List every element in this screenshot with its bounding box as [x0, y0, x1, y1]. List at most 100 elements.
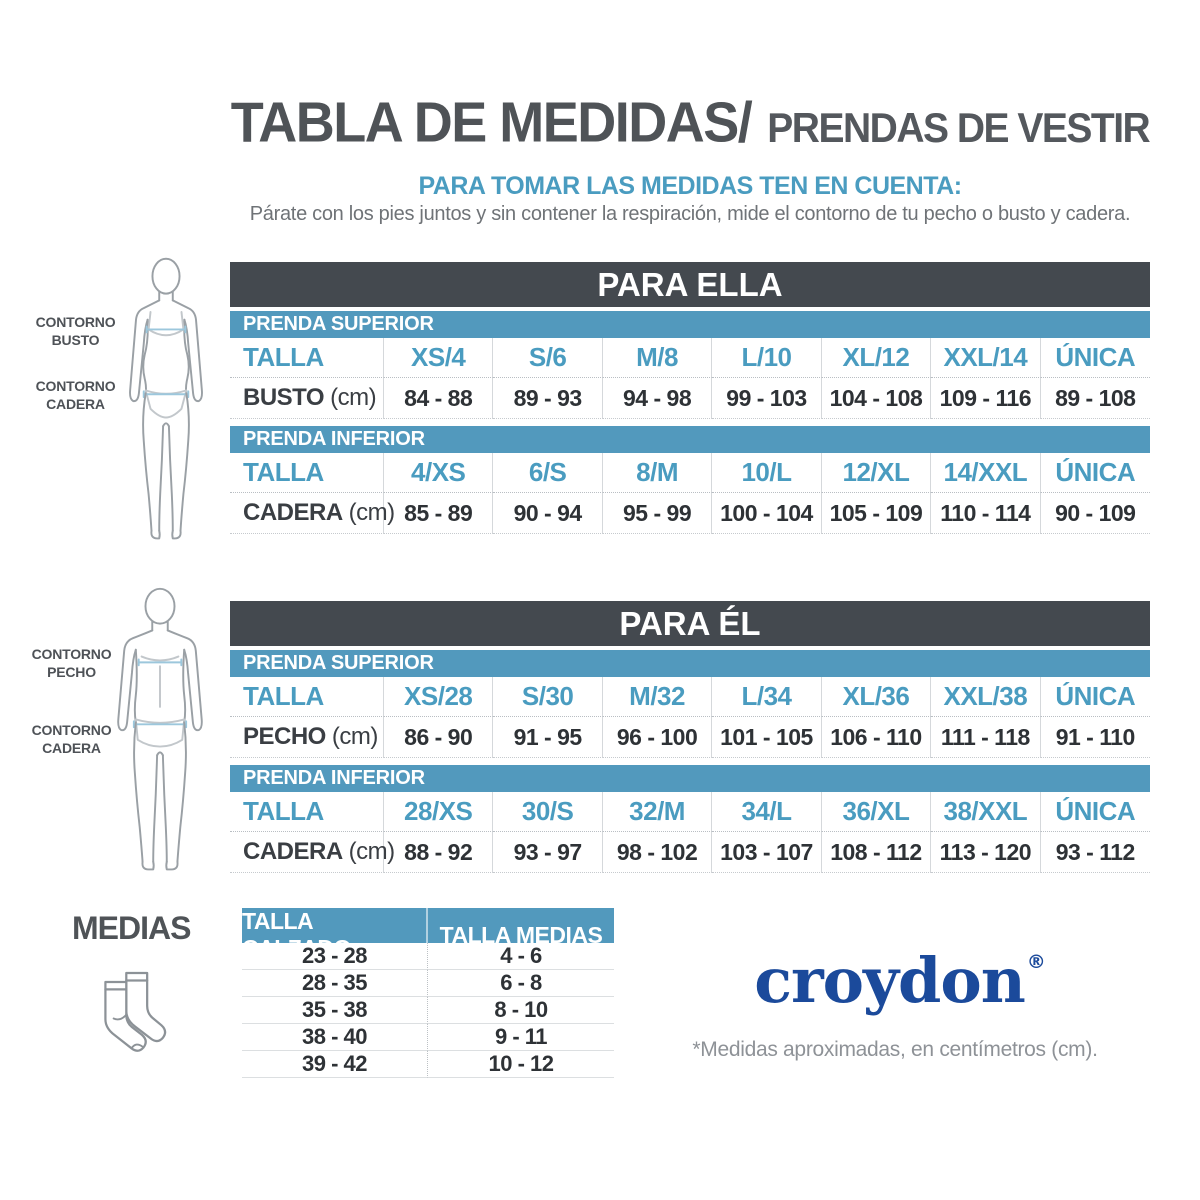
value-cell: 101 - 105 — [712, 717, 822, 758]
talla-row-ella-inferior: TALLA 4/XS 6/S 8/M 10/L 12/XL 14/XXL ÚNI… — [230, 453, 1150, 493]
female-hip-measure-line — [142, 390, 190, 399]
medias-range: 6 - 8 — [428, 970, 614, 997]
table-para-ella: PARA ELLA PRENDA SUPERIOR TALLA XS/4 S/6… — [230, 262, 1150, 534]
size-cell: 12/XL — [821, 453, 932, 493]
size-cell: 34/L — [712, 792, 822, 832]
size-cell: S/6 — [493, 338, 603, 378]
value-cell: 113 - 120 — [931, 832, 1041, 873]
calzado-range: 38 - 40 — [242, 1024, 428, 1051]
medias-table-header: TALLA CALZADO TALLA MEDIAS — [242, 908, 614, 962]
value-cell: 98 - 102 — [602, 832, 713, 873]
value-cell: 105 - 109 — [821, 493, 932, 534]
page-title: TABLA DE MEDIDAS/ PRENDAS DE VESTIR — [230, 91, 1151, 155]
size-cell: L/10 — [712, 338, 822, 378]
size-cell: ÚNICA — [1040, 677, 1150, 717]
value-cell: 90 - 109 — [1040, 493, 1150, 534]
medias-row: 35 - 38 8 - 10 — [242, 997, 614, 1024]
medias-heading: MEDIAS — [72, 910, 191, 946]
medias-range: 10 - 12 — [428, 1051, 614, 1078]
size-cell: XXL/38 — [931, 677, 1041, 717]
socks-icon — [104, 971, 167, 1052]
male-hip-label: CONTORNO CADERA — [31, 722, 112, 756]
size-cell: 14/XXL — [931, 453, 1041, 493]
female-bust-label: CONTORNO BUSTO — [35, 314, 116, 348]
brand-name: croydon — [754, 944, 1026, 1017]
size-cell: 8/M — [602, 453, 713, 493]
medias-range: 8 - 10 — [428, 997, 614, 1024]
band-prenda-inferior-ella: PRENDA INFERIOR — [230, 426, 1150, 453]
value-cell: 89 - 108 — [1040, 378, 1150, 419]
row-label-cadera: CADERA (cm) — [230, 493, 395, 534]
female-figure-illustration — [129, 257, 203, 540]
measuring-instructions-text: Párate con los pies juntos y sin contene… — [249, 203, 1131, 225]
value-cell: 84 - 88 — [384, 378, 494, 419]
female-bra-outline — [147, 311, 185, 337]
table-title-para-el: PARA ÉL — [230, 601, 1150, 646]
measurements-footnote: *Medidas aproximadas, en centímetros (cm… — [692, 1038, 1098, 1061]
row-label-busto: BUSTO (cm) — [230, 378, 384, 419]
row-label-talla: TALLA — [230, 453, 384, 493]
male-head — [144, 587, 176, 625]
row-label-cadera: CADERA (cm) — [230, 832, 395, 873]
size-cell: 30/S — [493, 792, 603, 832]
page-title-sub: PRENDAS DE VESTIR — [767, 105, 1150, 152]
row-label-pecho: PECHO (cm) — [230, 717, 384, 758]
size-cell: XS/4 — [384, 338, 494, 378]
measuring-instructions-heading: PARA TOMAR LAS MEDIDAS TEN EN CUENTA: — [418, 172, 962, 200]
size-cell: XL/12 — [821, 338, 932, 378]
size-cell: XS/28 — [384, 677, 494, 717]
size-cell: ÚNICA — [1040, 453, 1150, 493]
band-prenda-superior-ella: PRENDA SUPERIOR — [230, 311, 1150, 338]
busto-row-ella: BUSTO (cm) 84 - 88 89 - 93 94 - 98 99 - … — [230, 378, 1150, 419]
talla-row-el-inferior: TALLA 28/XS 30/S 32/M 34/L 36/XL 38/XXL … — [230, 792, 1150, 832]
value-cell: 91 - 95 — [493, 717, 603, 758]
value-cell: 104 - 108 — [821, 378, 932, 419]
value-cell: 96 - 100 — [602, 717, 713, 758]
value-cell: 100 - 104 — [712, 493, 822, 534]
size-cell: 10/L — [712, 453, 822, 493]
male-briefs-outline — [134, 718, 186, 748]
calzado-range: 35 - 38 — [242, 997, 428, 1024]
medias-row: 23 - 28 4 - 6 — [242, 943, 614, 970]
medias-range: 9 - 11 — [428, 1024, 614, 1051]
row-label-talla: TALLA — [230, 677, 384, 717]
value-cell: 109 - 116 — [931, 378, 1041, 419]
medias-row: 38 - 40 9 - 11 — [242, 1024, 614, 1051]
medias-row: 28 - 35 6 - 8 — [242, 970, 614, 997]
talla-row-el-superior: TALLA XS/28 S/30 M/32 L/34 XL/36 XXL/38 … — [230, 677, 1150, 717]
value-cell: 91 - 110 — [1040, 717, 1150, 758]
size-cell: ÚNICA — [1040, 792, 1150, 832]
medias-table: TALLA CALZADO TALLA MEDIAS 23 - 28 4 - 6… — [242, 908, 614, 1078]
row-label-talla: TALLA — [230, 792, 384, 832]
size-cell: ÚNICA — [1040, 338, 1150, 378]
female-hip-label: CONTORNO CADERA — [35, 378, 116, 412]
size-cell: L/34 — [712, 677, 822, 717]
table-para-el: PARA ÉL PRENDA SUPERIOR TALLA XS/28 S/30… — [230, 601, 1150, 873]
value-cell: 94 - 98 — [602, 378, 713, 419]
female-head — [151, 257, 181, 295]
medias-col-calzado: TALLA CALZADO — [242, 908, 428, 962]
value-cell: 85 - 89 — [384, 493, 494, 534]
size-cell: XL/36 — [821, 677, 932, 717]
row-label-talla: TALLA — [230, 338, 384, 378]
pecho-row-el: PECHO (cm) 86 - 90 91 - 95 96 - 100 101 … — [230, 717, 1150, 758]
value-cell: 89 - 93 — [493, 378, 603, 419]
male-figure-illustration — [117, 587, 203, 871]
calzado-range: 39 - 42 — [242, 1051, 428, 1078]
value-cell: 90 - 94 — [493, 493, 603, 534]
band-prenda-superior-el: PRENDA SUPERIOR — [230, 650, 1150, 677]
value-cell: 99 - 103 — [712, 378, 822, 419]
page-title-main: TABLA DE MEDIDAS/ — [230, 91, 753, 155]
table-title-para-ella: PARA ELLA — [230, 262, 1150, 307]
cadera-row-ella: CADERA (cm) 85 - 89 90 - 94 95 - 99 100 … — [230, 493, 1150, 534]
value-cell: 93 - 97 — [493, 832, 603, 873]
brand-logo: croydon ® — [660, 944, 1140, 1017]
size-cell: M/8 — [602, 338, 713, 378]
medias-range: 4 - 6 — [428, 943, 614, 970]
value-cell: 108 - 112 — [821, 832, 932, 873]
size-cell: 28/XS — [384, 792, 494, 832]
size-cell: 4/XS — [384, 453, 494, 493]
value-cell: 110 - 114 — [931, 493, 1041, 534]
male-chest-measure-line — [137, 658, 183, 667]
